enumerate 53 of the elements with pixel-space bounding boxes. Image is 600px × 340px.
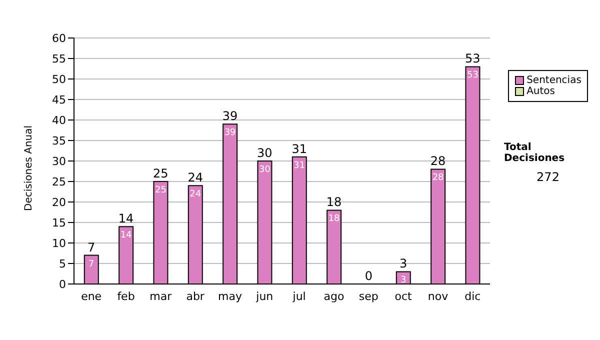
data-label: 14 bbox=[120, 230, 132, 241]
x-tick-label: mar bbox=[150, 290, 172, 303]
x-tick-label: jun bbox=[255, 290, 274, 303]
total-label: 7 bbox=[88, 240, 96, 254]
y-tick-label: 55 bbox=[52, 52, 66, 66]
x-tick-label: ene bbox=[81, 290, 102, 303]
y-tick-label: 15 bbox=[52, 216, 66, 230]
y-tick-label: 0 bbox=[59, 278, 66, 291]
y-tick-label: 60 bbox=[52, 32, 66, 45]
total-label: 30 bbox=[257, 146, 272, 160]
data-label: 3 bbox=[400, 276, 406, 286]
y-tick-label: 20 bbox=[52, 196, 66, 209]
y-tick-label: 30 bbox=[52, 154, 66, 168]
data-label: 25 bbox=[155, 186, 166, 196]
y-tick-label: 25 bbox=[52, 175, 66, 188]
x-tick-label: oct bbox=[394, 290, 413, 303]
x-tick-label: abr bbox=[186, 290, 205, 303]
y-tick-label: 45 bbox=[52, 93, 66, 106]
data-label: 31 bbox=[294, 160, 306, 171]
y-tick-label: 5 bbox=[59, 257, 66, 270]
text: 272 bbox=[536, 170, 560, 184]
y-tick-label: 10 bbox=[52, 236, 66, 250]
total-label: 3 bbox=[400, 256, 408, 271]
total-label: 53 bbox=[465, 52, 480, 66]
x-tick-label: ago bbox=[324, 290, 344, 303]
y-tick-label: 40 bbox=[52, 114, 66, 127]
x-tick-label: dic bbox=[464, 290, 481, 303]
y-axis-title: Decisiones Anual bbox=[24, 125, 35, 211]
total-label: 31 bbox=[292, 142, 307, 156]
data-label: 30 bbox=[259, 165, 271, 175]
data-label: 18 bbox=[328, 214, 340, 224]
total-label: 0 bbox=[364, 269, 372, 283]
x-tick-label: may bbox=[218, 290, 242, 303]
x-tick-label: feb bbox=[117, 290, 135, 303]
x-tick-label: nov bbox=[428, 290, 449, 303]
data-label: 7 bbox=[88, 259, 94, 270]
data-label: 53 bbox=[467, 70, 478, 81]
y-tick-label: 50 bbox=[52, 72, 66, 86]
total-label: 28 bbox=[430, 154, 446, 168]
total-label: 14 bbox=[118, 212, 134, 226]
legend-label: Sentencias bbox=[526, 75, 582, 86]
x-tick-label: sep bbox=[358, 290, 378, 303]
total-label: 18 bbox=[326, 195, 342, 210]
data-label: 24 bbox=[190, 190, 202, 200]
legend-label: Autos bbox=[526, 86, 555, 97]
x-tick-label: jul bbox=[292, 290, 306, 303]
text: Total Decisiones bbox=[504, 142, 566, 164]
y-tick-label: 35 bbox=[52, 134, 66, 148]
total-label: 25 bbox=[153, 166, 168, 180]
total-label: 24 bbox=[188, 170, 203, 185]
data-label: 39 bbox=[224, 128, 236, 138]
data-label: 28 bbox=[432, 173, 444, 184]
total-label: 39 bbox=[222, 109, 238, 124]
